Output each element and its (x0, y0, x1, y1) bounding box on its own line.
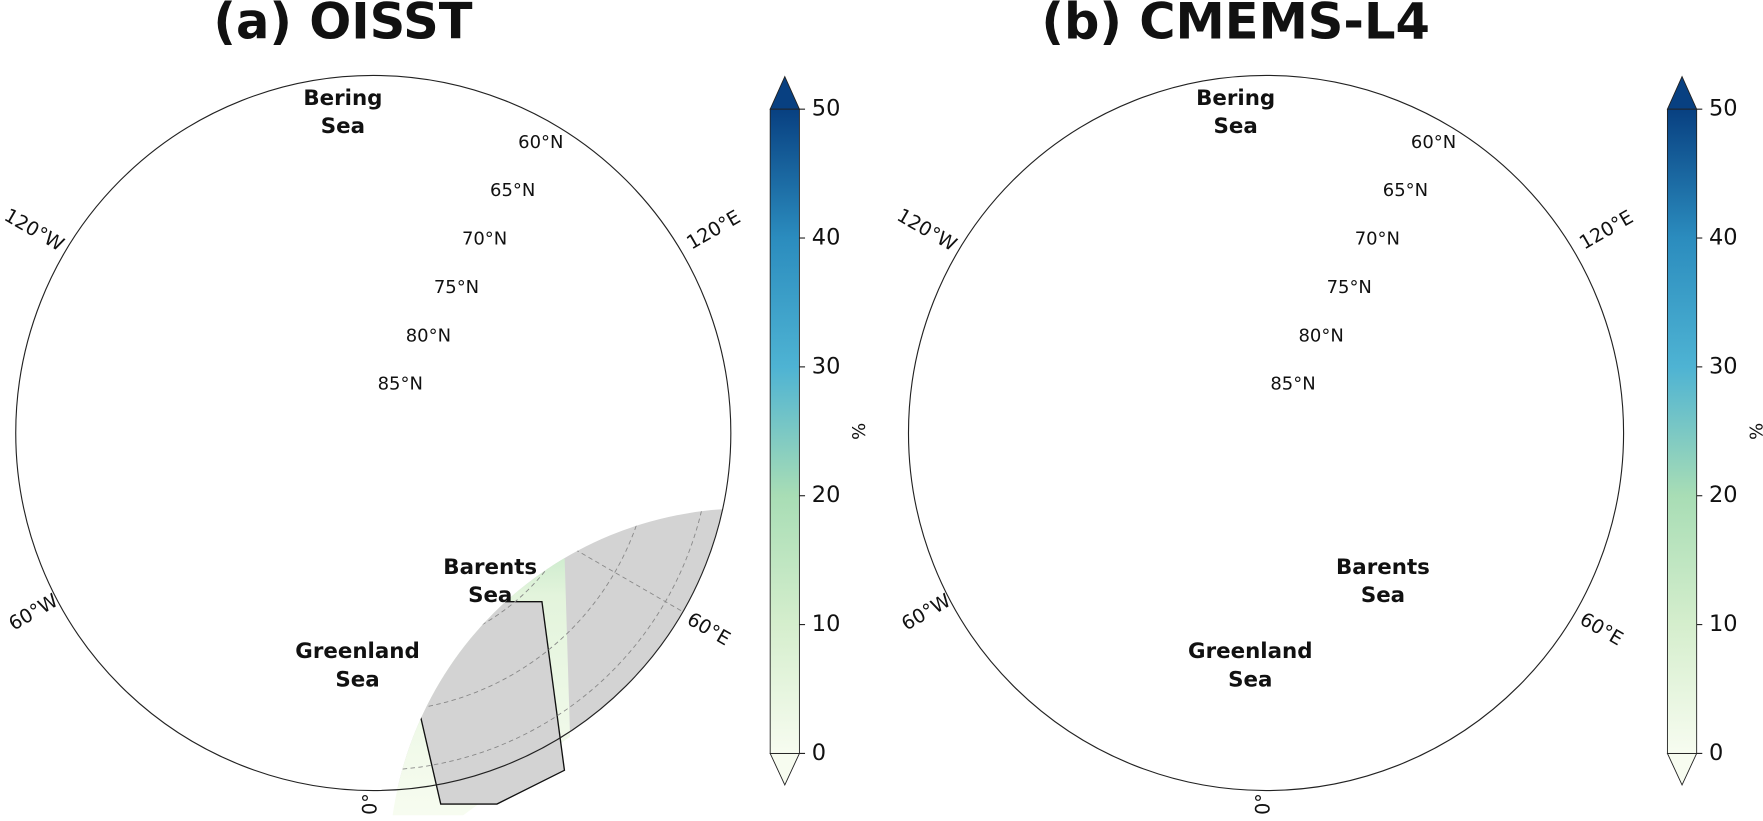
longitude-label: 60°W (897, 589, 954, 635)
latitude-line (389, 508, 482, 542)
latitude-label: 60°N (1411, 132, 1456, 153)
greenland (132, 476, 374, 664)
longitude-label: 0° (1251, 793, 1274, 815)
map (2, 73, 731, 816)
region-label: Barents (443, 555, 537, 580)
region-label: Sea (1214, 114, 1258, 139)
colorbar-tick-label: 50 (1709, 96, 1738, 122)
atlantic-ocean (895, 478, 1463, 815)
latitude-label: 85°N (1270, 374, 1315, 395)
latitude-label: 70°N (1355, 229, 1400, 250)
pacific-ocean (895, 388, 985, 534)
map-panel: (a) OISST 85°N 80°N 75°N 70°N 65°N 60°N 120°W 12… (0, 0, 870, 816)
longitude-label: 120°E (1575, 205, 1637, 254)
longitude-label: 60°W (5, 589, 62, 635)
map (895, 73, 1624, 815)
region-label: Greenland (1188, 639, 1312, 664)
region-label: Sea (1361, 583, 1405, 608)
latitude-label: 60°N (518, 132, 563, 153)
longitude-line (389, 508, 684, 613)
colorbar-extend-bottom (1666, 752, 1698, 786)
north-pacific (1367, 73, 1491, 129)
latitude-label: 75°N (434, 277, 479, 298)
pacific-ocean (2, 388, 92, 534)
colorbar (769, 108, 800, 754)
colorbar-label: % (849, 423, 870, 440)
colorbar-tick-label: 40 (812, 225, 841, 251)
region-label: Greenland (295, 639, 419, 664)
latitude-label: 75°N (1327, 277, 1372, 298)
longitude-line (956, 254, 1575, 612)
colorbar-tick-label: 30 (1709, 353, 1738, 379)
colorbar-tick-label: 20 (812, 482, 841, 508)
colorbar-tick-label: 40 (1709, 225, 1738, 251)
region-label: Sea (468, 583, 512, 608)
scandinavia (1300, 602, 1457, 804)
latitude-line (987, 154, 1545, 712)
colorbar-tick-label: 30 (812, 353, 841, 379)
region-label: Sea (1228, 667, 1272, 692)
panel-title: (b) CMEMS-L4 (1041, 0, 1430, 50)
latitude-label: 85°N (378, 374, 423, 395)
greenland (1024, 476, 1266, 664)
colorbar-extend-top (1666, 75, 1698, 110)
longitude-label: 60°E (683, 607, 734, 650)
colorbar-extend-bottom (769, 752, 801, 786)
colorbar-tick-label: 10 (812, 611, 841, 637)
latitude-line (1158, 325, 1374, 541)
map-border (907, 74, 1625, 792)
region-label: Bering (1196, 86, 1275, 111)
colorbar-extend-top (769, 75, 801, 110)
colorbar-tick-label: 0 (812, 740, 826, 766)
colorbar (1666, 108, 1698, 754)
longitude-label: 120°W (893, 204, 961, 256)
longitude-label: 0° (359, 793, 382, 815)
colorbar-tick-label: 0 (1709, 740, 1723, 766)
latitude-label: 80°N (406, 325, 451, 346)
longitude-label: 120°E (683, 205, 745, 254)
colorbar-tick-label: 20 (1709, 482, 1738, 508)
colorbar-tick-label: 50 (812, 96, 841, 122)
latitude-line (1046, 213, 1487, 654)
colorbar-label: % (1746, 423, 1763, 440)
colorbar-tick-label: 10 (1709, 611, 1738, 637)
latitude-label: 80°N (1298, 325, 1343, 346)
latitude-line (1212, 379, 1320, 487)
region-label: Sea (321, 114, 365, 139)
latitude-label: 65°N (490, 180, 535, 201)
north-pacific (474, 73, 598, 129)
longitude-label: 60°E (1576, 607, 1627, 650)
latitude-label: 65°N (1383, 180, 1428, 201)
panel-title: (a) OISST (213, 0, 472, 50)
longitude-label: 120°W (0, 204, 68, 256)
region-label: Bering (303, 86, 382, 111)
map-border (15, 74, 732, 792)
map-panel: (b) CMEMS-L4 85°N 80°N 75°N 70°N 65°N 60°N 120°… (893, 0, 1763, 815)
latitude-line (319, 379, 427, 487)
latitude-label: 70°N (462, 229, 507, 250)
longitude-line (956, 254, 1575, 612)
region-label: Barents (1336, 555, 1430, 580)
latitude-line (1102, 269, 1430, 597)
latitude-line (389, 508, 538, 598)
region-label: Sea (335, 667, 379, 692)
